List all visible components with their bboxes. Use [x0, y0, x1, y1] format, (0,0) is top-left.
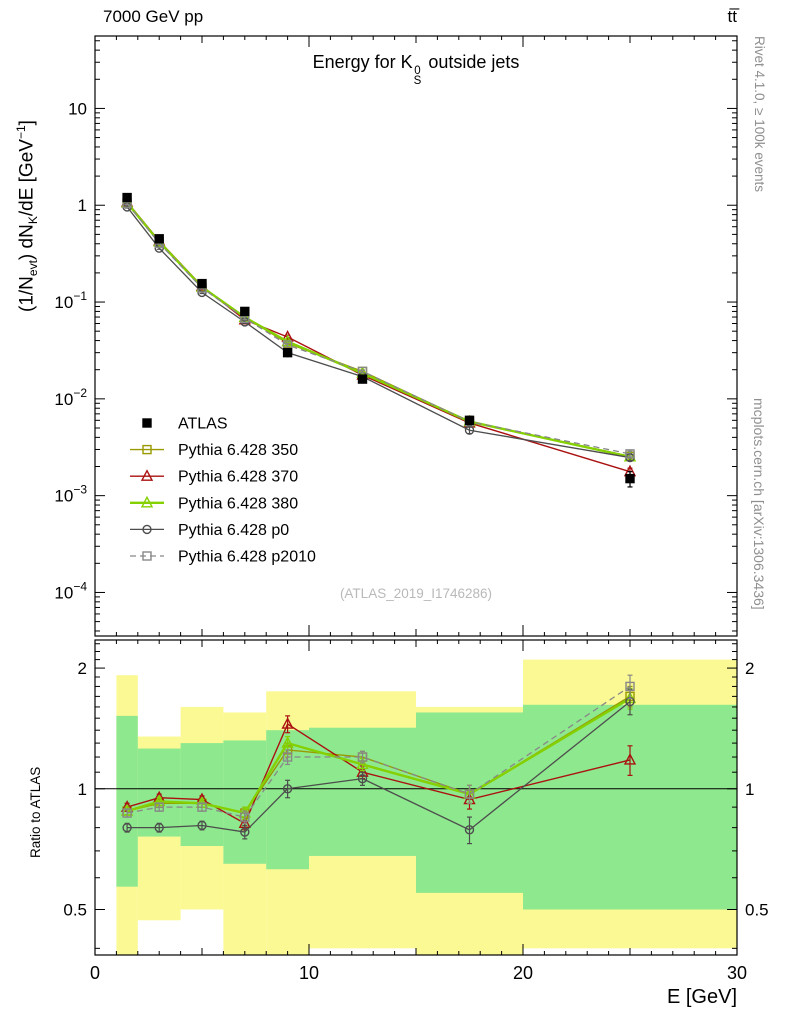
svg-text:30: 30: [727, 963, 747, 983]
kshort-superscript: 0: [414, 65, 421, 77]
svg-text:1: 1: [78, 196, 87, 215]
y-axis-label-sub-k: K: [26, 216, 41, 225]
green-band: [523, 704, 737, 910]
rivet-version-label: Rivet 4.1.0, ≥ 100k events: [752, 36, 767, 192]
plot-title-pre: Energy for K: [312, 52, 413, 72]
svg-text:10−1: 10−1: [54, 289, 87, 312]
svg-text:10: 10: [68, 99, 87, 118]
green-band: [309, 727, 416, 856]
plot-title-post: outside jets: [423, 52, 520, 72]
mcplots-credit-label: mcplots.cern.ch [arXiv:1306.3436]: [751, 398, 767, 610]
y-axis-label-part: /dE [GeV: [16, 139, 38, 217]
svg-text:2: 2: [78, 659, 87, 678]
svg-text:Pythia 6.428 380: Pythia 6.428 380: [178, 495, 298, 512]
svg-text:0: 0: [90, 963, 100, 983]
legend-item: ATLAS: [142, 416, 228, 433]
ratio-axis-label: Ratio to ATLAS: [28, 766, 43, 858]
uncertainty-bands: [116, 659, 737, 955]
svg-text:1: 1: [745, 780, 754, 799]
svg-text:20: 20: [513, 963, 533, 983]
y-axis-label-part: (1/N: [16, 276, 38, 312]
svg-text:Pythia 6.428 p2010: Pythia 6.428 p2010: [178, 549, 316, 566]
svg-text:Pythia 6.428 370: Pythia 6.428 370: [178, 469, 298, 486]
beam-energy-label: 7000 GeV pp: [103, 7, 204, 26]
legend-item: Pythia 6.428 370: [130, 469, 298, 486]
y-axis-label: (1/Nevt) dNK/dE [GeV−1]: [14, 120, 40, 312]
legend-item: Pythia 6.428 380: [130, 495, 298, 512]
svg-text:0.5: 0.5: [745, 900, 769, 919]
legend: ATLAS Pythia 6.428 350 Pythia 6.428 370 Pyt…: [130, 416, 316, 566]
y-axis-label-part: ]: [16, 120, 38, 126]
svg-text:10−2: 10−2: [54, 386, 87, 409]
analysis-watermark: (ATLAS_2019_I1746286): [339, 586, 493, 601]
y-axis-label-part: ) dN: [16, 224, 38, 261]
svg-text:10−3: 10−3: [54, 483, 87, 506]
svg-text:10: 10: [299, 963, 319, 983]
svg-text:2: 2: [745, 659, 754, 678]
y-axis-label-sub-evt: evt: [26, 260, 41, 277]
svg-text:ATLAS: ATLAS: [178, 416, 228, 433]
svg-text:1: 1: [78, 780, 87, 799]
kshort-subscript: S: [413, 75, 422, 87]
svg-text:Pythia 6.428 350: Pythia 6.428 350: [178, 442, 298, 459]
legend-item: Pythia 6.428 p2010: [130, 549, 316, 566]
axis-ticks: [94, 36, 738, 955]
svg-text:10−4: 10−4: [54, 579, 87, 602]
legend-item: Pythia 6.428 350: [130, 442, 298, 459]
green-band: [223, 740, 267, 864]
x-axis-label: E [GeV]: [666, 986, 737, 1008]
legend-item: Pythia 6.428 p0: [130, 522, 289, 539]
y-axis-label-exponent: −1: [14, 125, 28, 140]
svg-text:Pythia 6.428 p0: Pythia 6.428 p0: [178, 522, 289, 539]
process-label: tt̅: [727, 7, 737, 26]
series-atlas: [122, 192, 635, 488]
svg-text:0.5: 0.5: [63, 900, 87, 919]
